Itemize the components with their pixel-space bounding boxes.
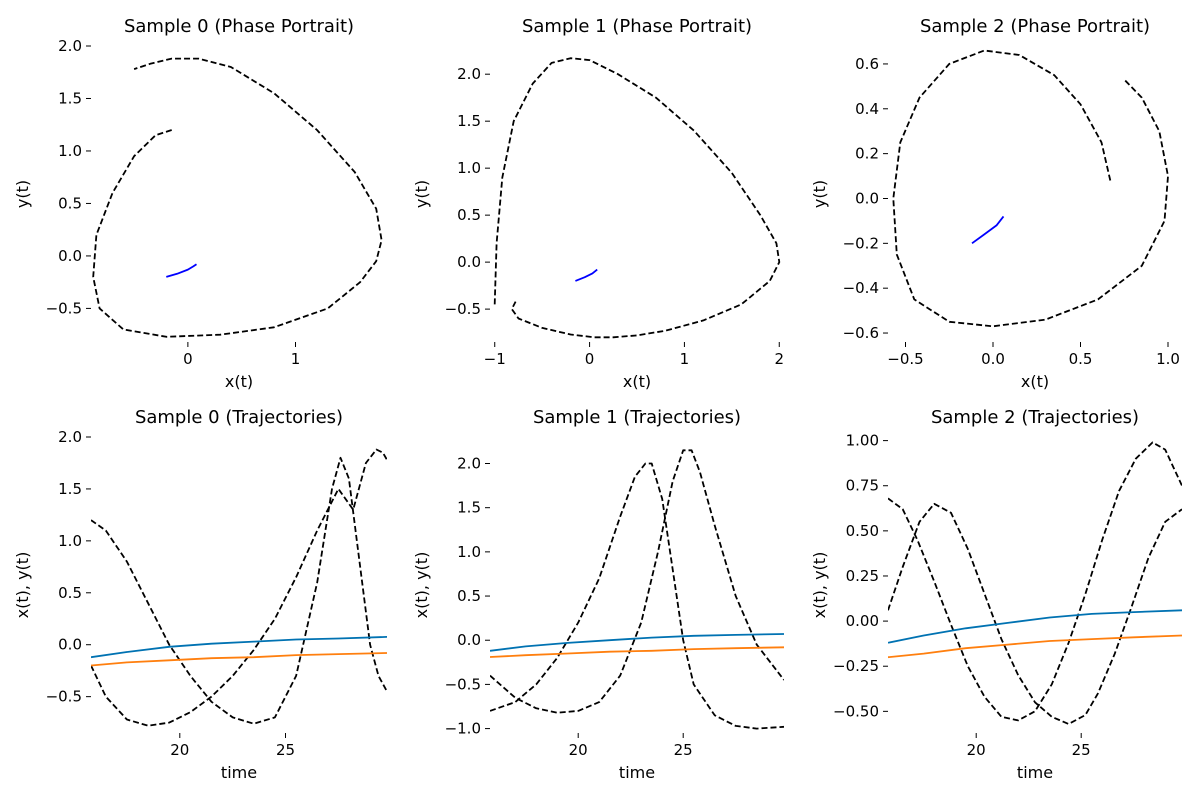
x-tick-label: 25 [276,741,295,759]
y-tick-label: 1.5 [457,499,481,517]
x-axis-label: x(t) [1021,372,1049,391]
chart-title: Sample 0 (Phase Portrait) [124,16,354,37]
y-tick-label: 0.25 [846,567,879,585]
y-tick-label: 2.0 [457,455,481,473]
y-tick-label: −0.5 [46,299,82,317]
series-line-reference-x [91,456,387,725]
x-axis-label: x(t) [225,372,253,391]
series-line-reference-y [91,448,387,727]
y-tick-label: 1.5 [457,112,481,130]
subplot-1: Sample 1 (Phase Portrait) x(t) y(t) −1 0 1 2 −0… [412,16,784,391]
x-tick-label: 20 [967,741,986,759]
chart-title: Sample 2 (Phase Portrait) [920,16,1150,37]
series-line-x-t [490,633,784,652]
y-tick-label: −0.50 [833,702,879,720]
series-line-x-t [888,609,1182,644]
x-axis-label: x(t) [623,372,651,391]
x-tick-label: 2 [774,350,784,368]
y-tick-label: 1.5 [58,480,82,498]
series-line-reference-y [888,502,1182,725]
y-tick-label: −1.0 [445,720,481,738]
x-tick-label: 1 [291,350,301,368]
y-tick-label: 0.50 [846,522,879,540]
x-tick-label: 20 [569,741,588,759]
y-tick-label: 0.0 [58,636,82,654]
y-axis-label: y(t) [412,180,431,208]
y-tick-label: 0.5 [457,206,481,224]
series-line-reference-x [888,441,1182,722]
x-tick-label: 0 [183,350,193,368]
y-tick-label: −0.5 [445,300,481,318]
series-line-reference-y [490,449,784,714]
series-line-reference [493,57,781,339]
x-tick-label: 1 [680,350,690,368]
y-tick-label: 0.0 [457,631,481,649]
y-tick-label: −0.4 [843,279,879,297]
y-axis-label: x(t), y(t) [13,552,32,619]
x-axis-label: time [619,763,655,782]
x-tick-label: 0 [585,350,595,368]
x-tick-label: 25 [674,741,693,759]
x-tick-label: 0.0 [981,350,1005,368]
y-tick-label: 0.5 [457,587,481,605]
chart-title: Sample 0 (Trajectories) [135,407,343,428]
y-tick-label: 1.00 [846,432,879,450]
series-line-x-t [91,636,387,659]
series-line-reference [892,49,1169,328]
subplot-5: Sample 2 (Trajectories) time x(t), y(t) 20 2… [810,407,1182,782]
y-tick-label: 0.4 [855,100,879,118]
y-tick-label: 1.0 [58,142,82,160]
y-tick-label: −0.5 [46,688,82,706]
series-line-reference [92,57,383,338]
y-tick-label: 2.0 [457,65,481,83]
y-tick-label: 1.0 [457,159,481,177]
y-tick-label: 0.0 [457,253,481,271]
x-tick-label: 25 [1072,741,1091,759]
y-tick-label: −0.6 [843,324,879,342]
series-line-y-t [888,634,1182,659]
y-tick-label: −0.25 [833,657,879,675]
y-tick-label: 2.0 [58,37,82,55]
chart-title: Sample 2 (Trajectories) [931,407,1139,428]
x-tick-label: −0.5 [887,350,923,368]
subplot-3: Sample 0 (Trajectories) time x(t), y(t) 20 2… [13,407,387,782]
subplot-0: Sample 0 (Phase Portrait) x(t) y(t) 0 1 −0.5 0… [13,16,383,391]
y-axis-label: x(t), y(t) [412,552,431,619]
y-tick-label: 0.00 [846,612,879,630]
subplot-4: Sample 1 (Trajectories) time x(t), y(t) 20 2… [412,407,784,782]
y-tick-label: 0.0 [58,247,82,265]
x-tick-label: 0.5 [1069,350,1093,368]
y-tick-label: 1.5 [58,89,82,107]
series-line-prediction [971,215,1005,245]
y-tick-label: −0.5 [445,675,481,693]
series-line-prediction [166,263,197,278]
x-axis-label: time [1017,763,1053,782]
y-tick-label: 0.6 [855,55,879,73]
y-tick-label: 0.75 [846,477,879,495]
x-tick-label: 20 [170,741,189,759]
chart-title: Sample 1 (Trajectories) [533,407,741,428]
y-tick-label: 2.0 [58,428,82,446]
series-line-prediction [575,268,598,282]
y-tick-label: 0.5 [58,194,82,212]
y-tick-label: 1.0 [457,543,481,561]
y-axis-label: y(t) [13,180,32,208]
subplot-2: Sample 2 (Phase Portrait) x(t) y(t) −0.5 0.0… [810,16,1180,391]
series-line-y-t [91,652,387,667]
y-tick-label: 1.0 [58,532,82,550]
y-tick-label: 0.0 [855,189,879,207]
y-axis-label: x(t), y(t) [810,552,829,619]
y-axis-label: y(t) [810,180,829,208]
series-line-y-t [490,646,784,658]
y-tick-label: −0.2 [843,234,879,252]
chart-title: Sample 1 (Phase Portrait) [522,16,752,37]
x-tick-label: −1 [484,350,506,368]
x-axis-label: time [221,763,257,782]
series-line-reference-x [490,462,784,730]
y-tick-label: 0.5 [58,584,82,602]
y-tick-label: 0.2 [855,145,879,163]
x-tick-label: 1.0 [1156,350,1180,368]
